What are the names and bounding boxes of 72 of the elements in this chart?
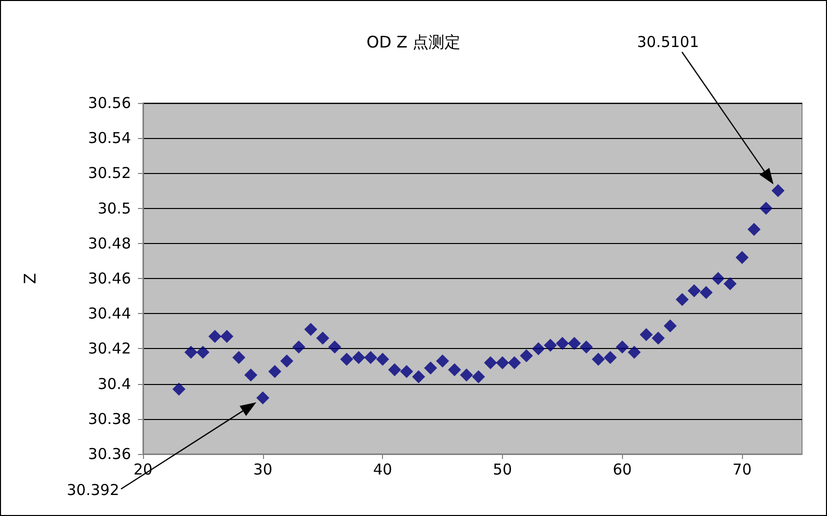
point xyxy=(340,352,354,366)
x-tick-label: 30 xyxy=(253,460,272,478)
point xyxy=(664,319,677,332)
point xyxy=(628,346,641,359)
point xyxy=(400,365,414,378)
point xyxy=(256,391,270,404)
y-tick-label: 30.38 xyxy=(88,410,131,428)
point xyxy=(316,332,330,345)
point xyxy=(760,202,773,215)
point xyxy=(724,277,737,290)
point xyxy=(748,222,761,236)
point xyxy=(484,356,497,370)
chart-title: OD Z 点测定 xyxy=(366,32,461,52)
y-tick-label: 30.36 xyxy=(88,445,131,463)
x-tick-label: 50 xyxy=(492,460,512,478)
point xyxy=(532,342,545,356)
point xyxy=(580,340,593,354)
point xyxy=(268,365,282,378)
y-tick-label: 30.5 xyxy=(98,199,131,218)
point xyxy=(280,354,294,368)
point xyxy=(556,336,569,350)
y-axis-title: Z xyxy=(20,272,40,284)
point xyxy=(412,370,426,384)
point xyxy=(244,368,258,382)
point xyxy=(220,330,234,343)
y-tick-label: 30.52 xyxy=(88,164,131,182)
point xyxy=(700,286,713,300)
x-tick-label: 60 xyxy=(612,460,632,478)
point xyxy=(772,184,785,198)
point xyxy=(424,362,438,375)
text: 30.5101 xyxy=(636,33,700,51)
point xyxy=(592,352,605,366)
point xyxy=(436,354,450,368)
point xyxy=(676,293,689,306)
x-tick-label: 70 xyxy=(732,460,752,478)
x-tick-label: 20 xyxy=(133,460,153,478)
point xyxy=(520,349,533,362)
point xyxy=(616,340,629,354)
y-tick-label: 30.46 xyxy=(88,270,131,288)
y-tick-label: 30.44 xyxy=(88,304,131,323)
point xyxy=(640,328,653,342)
point xyxy=(388,363,402,376)
point xyxy=(652,332,665,345)
point xyxy=(712,272,725,285)
point xyxy=(184,346,198,359)
point xyxy=(604,350,617,364)
point xyxy=(196,346,210,359)
point xyxy=(508,356,521,370)
point xyxy=(736,250,749,264)
x-tick-label: 40 xyxy=(373,460,392,478)
point xyxy=(376,352,390,366)
point xyxy=(352,350,366,364)
point xyxy=(460,368,474,382)
point xyxy=(328,340,342,354)
point xyxy=(496,356,509,370)
y-tick-label: 30.42 xyxy=(88,340,131,358)
y-tick-label: 30.54 xyxy=(88,129,131,148)
point xyxy=(448,363,462,376)
y-tick-label: 30.48 xyxy=(88,234,131,252)
point xyxy=(172,382,186,396)
y-tick-label: 30.56 xyxy=(88,94,131,112)
point xyxy=(304,322,318,336)
point xyxy=(232,350,246,364)
point xyxy=(544,338,557,352)
point xyxy=(364,350,378,364)
text: 30.392 xyxy=(66,481,120,499)
point xyxy=(568,336,581,350)
point xyxy=(688,284,701,298)
point xyxy=(292,340,306,354)
y-tick-label: 30.4 xyxy=(98,374,131,393)
point xyxy=(472,370,485,384)
point xyxy=(208,330,222,343)
